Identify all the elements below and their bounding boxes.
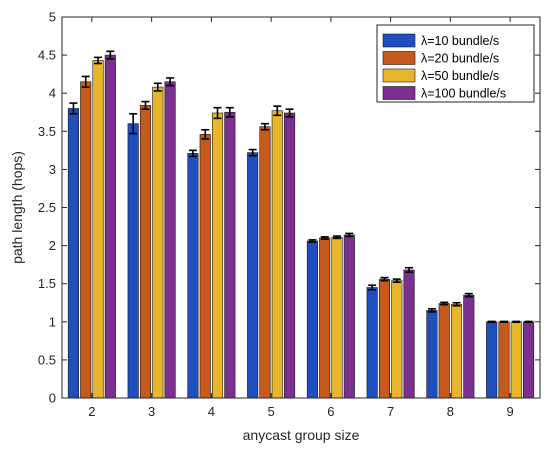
bar (306, 240, 318, 399)
y-tick-label: 4.5 (38, 48, 56, 63)
legend-label: λ=100 bundle/s (421, 87, 506, 101)
legend-swatch (382, 68, 416, 83)
y-tick-label: 5 (49, 10, 56, 25)
bars-layer (67, 50, 535, 399)
bar (284, 112, 296, 399)
x-tick-label: 8 (447, 404, 454, 419)
y-tick-label: 2.5 (38, 200, 56, 215)
x-tick-label: 7 (387, 404, 394, 419)
bar (259, 126, 271, 399)
bar (152, 86, 164, 399)
bar (139, 105, 152, 399)
bar (463, 294, 475, 399)
bar (331, 236, 343, 399)
x-tick-label: 9 (507, 404, 514, 419)
bar (403, 269, 415, 399)
bar (510, 321, 522, 399)
bar (67, 108, 79, 399)
x-tick-label: 6 (327, 404, 334, 419)
legend-swatch (382, 86, 416, 100)
y-tick-label: 2 (49, 238, 56, 253)
bar (426, 310, 438, 399)
bar (199, 134, 211, 399)
bar (498, 321, 510, 399)
bar (187, 153, 199, 399)
bar (343, 234, 355, 399)
bar (391, 280, 403, 399)
bar (319, 237, 331, 399)
x-axis-label: anycast group size (243, 427, 360, 443)
bar (92, 60, 104, 399)
legend: λ=10 bundle/s λ=20 bundle/s λ=50 bundle/s λ… (376, 24, 535, 103)
y-tick-label: 1.5 (38, 276, 56, 291)
y-tick-label: 4 (49, 86, 56, 101)
bar (438, 303, 450, 399)
bar (486, 321, 498, 399)
legend-swatch (382, 33, 416, 48)
bar (224, 111, 236, 399)
x-tick-label: 5 (268, 404, 275, 419)
legend-label: λ=10 bundle/s (421, 34, 499, 48)
bar (450, 303, 463, 399)
y-tick-label: 3.5 (38, 124, 56, 139)
y-axis-label: path length (hops) (9, 151, 25, 264)
y-tick-label: 0.5 (38, 352, 56, 367)
y-tick-label: 1 (49, 314, 56, 329)
y-tick-label: 0 (49, 391, 56, 406)
bar (211, 112, 224, 399)
bar (247, 152, 259, 399)
ticks-layer: 0 0.5 1 1.5 2 2.5 3 3.5 4 4.5 5 2 3 4 5 6 7 8 9 (38, 10, 540, 419)
bar (366, 287, 378, 399)
x-tick-label: 2 (88, 404, 95, 419)
x-tick-label: 4 (208, 404, 215, 419)
bar (164, 81, 176, 399)
y-tick-label: 3 (49, 162, 56, 177)
legend-swatch (382, 51, 416, 65)
legend-label: λ=50 bundle/s (421, 69, 499, 83)
bar (104, 54, 116, 399)
legend-label: λ=20 bundle/s (421, 52, 499, 66)
bar (271, 110, 283, 399)
bar (378, 278, 391, 399)
x-tick-label: 3 (148, 404, 155, 419)
bar (523, 321, 535, 399)
bar (127, 123, 139, 399)
bar (80, 81, 92, 399)
